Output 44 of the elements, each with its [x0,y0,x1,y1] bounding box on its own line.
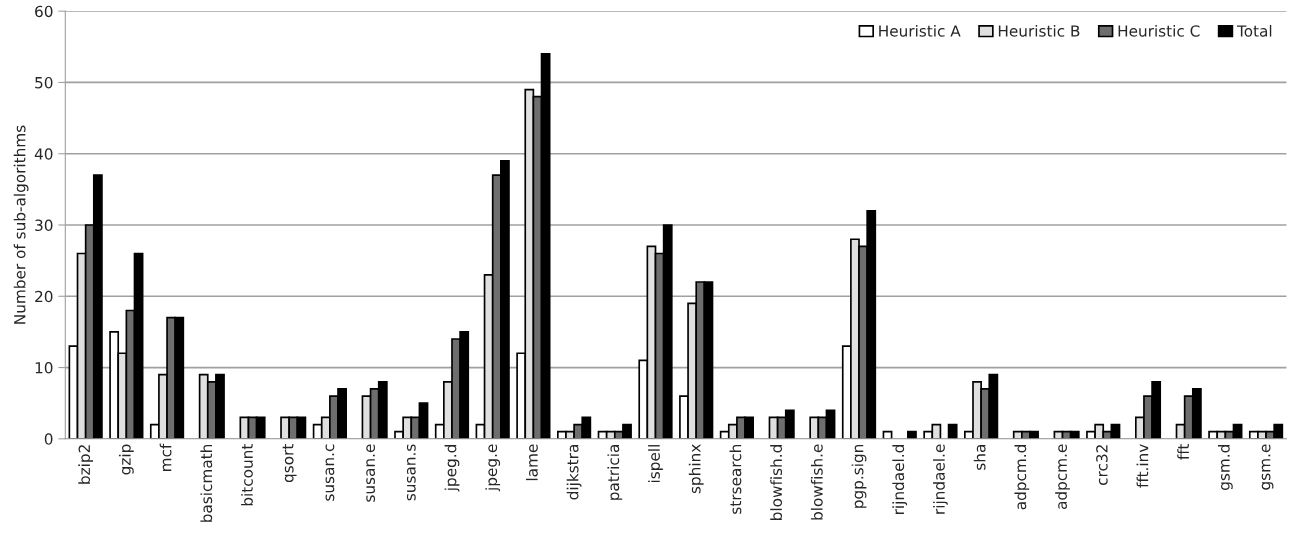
y-tick-label: 10 [35,362,53,374]
x-tick-label: mcf [159,443,172,471]
x-tick-label: gsm.e [1261,444,1274,490]
y-tick-label: 50 [35,76,53,89]
x-tick-label: gsm.d [1217,445,1233,490]
x-tick-label: jpeg.e [485,444,501,492]
x-tick-label: sha [973,445,986,470]
bar [907,430,917,439]
legend-label: Total [1236,24,1272,37]
legend-label: Heuristic B [998,24,1080,37]
x-tick-label: blowfish.d [770,445,783,520]
x-tick-label: lame [526,444,538,481]
bar [947,423,958,439]
x-tick-label: sphinx [688,444,704,494]
y-tick-label: 60 [35,5,53,18]
x-tick-label: bitcount [241,444,253,506]
legend-label: Heuristic A [879,24,961,37]
x-tick-label: jpeg.d [444,445,460,492]
x-tick-label: qsort [282,444,297,483]
x-tick-label: dijkstra [566,445,582,500]
x-tick-label: bzip2 [78,445,94,484]
y-tick-label: 0 [44,433,53,445]
x-tick-label: adpcm.e [1055,444,1070,510]
y-axis-title: Number of sub-algorithms [13,125,29,324]
y-tick-label: 30 [35,219,53,232]
x-tick-label: susan.c [325,444,335,501]
x-tick-label: rijndael.d [892,445,908,514]
x-tick-label: blowfish.e [810,444,823,520]
x-tick-label: rijndael.e [933,444,948,514]
y-tick-label: 20 [35,290,53,303]
x-tick-label: strsearch [729,444,742,514]
legend-label: Heuristic C [1118,24,1200,37]
x-tick-label: gzip [118,444,134,475]
x-tick-label: fft.inv [1136,444,1149,488]
x-tick-label: basicmath [200,444,213,522]
x-tick-label: adpcm.d [1014,445,1030,510]
x-tick-label: pgp.sign [851,444,867,508]
x-tick-label: susan.e [366,444,376,502]
x-tick-label: susan.s [406,444,416,501]
x-tick-label: crc32 [1096,445,1108,486]
x-tick-label: patricia [607,445,623,500]
x-tick-label: fft [1177,444,1189,460]
x-tick-label: ispell [648,445,663,483]
y-tick-label: 40 [34,148,53,160]
